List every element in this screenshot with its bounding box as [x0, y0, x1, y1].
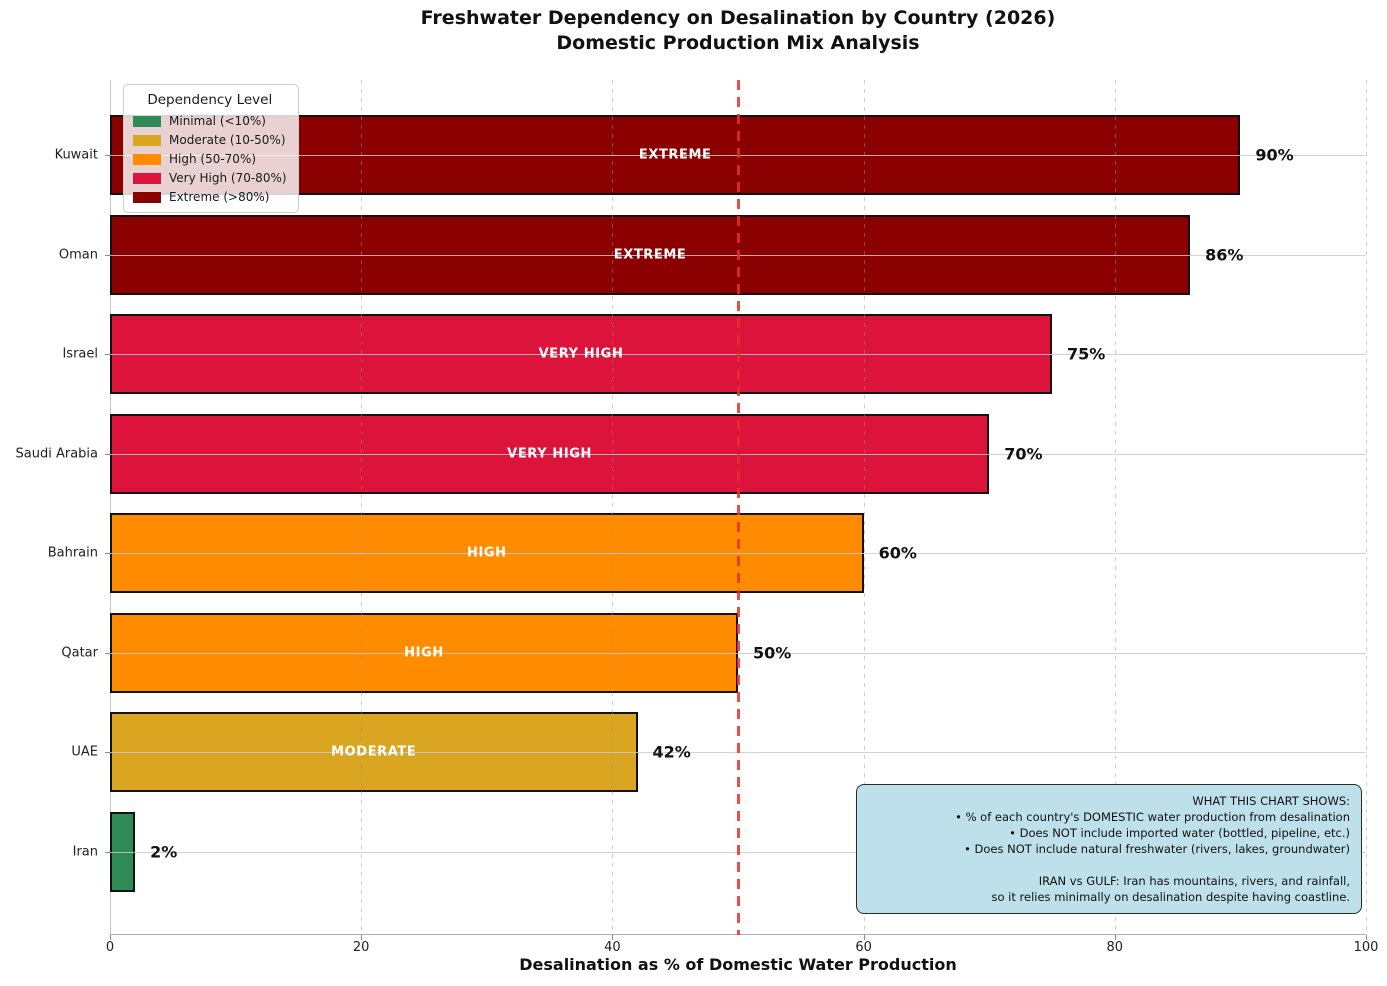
- bar-category-label: HIGH: [404, 645, 444, 660]
- bar-category-label: EXTREME: [638, 147, 712, 163]
- plot-area: Dependency Level Minimal (<10%) Moderate …: [16, 80, 1378, 955]
- y-tick-label: Oman: [58, 247, 98, 262]
- x-tick-label: 100: [1353, 940, 1379, 955]
- legend-item-label: Moderate (10-50%): [169, 133, 286, 147]
- info-box-line: • Does NOT include imported water (bottl…: [1009, 826, 1350, 840]
- info-box-line: • Does NOT include natural freshwater (r…: [964, 842, 1350, 856]
- info-box-line: IRAN vs GULF: Iran has mountains, rivers…: [1038, 874, 1350, 888]
- legend-item: Extreme (>80%): [133, 190, 287, 204]
- y-tick-label: Qatar: [61, 645, 98, 660]
- legend: Dependency Level Minimal (<10%) Moderate …: [123, 84, 299, 213]
- x-tick-mark: [1114, 935, 1116, 940]
- bar-category-label: VERY HIGH: [538, 346, 624, 362]
- y-tick-mark: [105, 254, 110, 256]
- y-tick-mark: [105, 553, 110, 554]
- y-tick-label: Israel: [62, 346, 98, 362]
- legend-item: High (50-70%): [133, 152, 287, 166]
- x-tick-mark: [110, 935, 111, 940]
- x-tick-mark: [612, 935, 614, 940]
- x-tick-label: 40: [604, 940, 621, 955]
- bar-value-label: 42%: [652, 742, 691, 762]
- chart-title: Freshwater Dependency on Desalination by…: [110, 6, 1366, 56]
- y-tick-mark: [105, 752, 110, 753]
- bar-value-label: 75%: [1067, 344, 1106, 364]
- legend-item-label: Extreme (>80%): [169, 190, 270, 204]
- legend-swatch: [133, 153, 161, 165]
- bar-category-label: MODERATE: [331, 744, 417, 760]
- legend-item: Minimal (<10%): [133, 114, 287, 128]
- y-tick-label: Iran: [72, 844, 98, 859]
- x-tick-label: 60: [855, 940, 872, 955]
- y-tick-mark: [105, 851, 110, 853]
- x-tick-label: 20: [352, 940, 370, 955]
- x-tick-label: 0: [105, 940, 115, 955]
- legend-swatch: [133, 172, 161, 184]
- y-tick-mark: [105, 652, 110, 654]
- y-axis-spine: [110, 80, 111, 935]
- x-gridline: [1366, 80, 1367, 935]
- info-box-line: so it relies minimally on desalination d…: [991, 890, 1351, 904]
- x-tick-mark: [1366, 935, 1367, 940]
- info-box-line: WHAT THIS CHART SHOWS:: [1192, 794, 1350, 808]
- reference-line-50pct: [736, 80, 740, 935]
- chart-title-line2: Domestic Production Mix Analysis: [556, 32, 920, 54]
- x-gridline: [361, 80, 363, 935]
- y-tick-label: Bahrain: [47, 545, 98, 561]
- bar-category-label: HIGH: [466, 545, 507, 561]
- bar-category-label: VERY HIGH: [507, 446, 593, 461]
- legend-item-label: Minimal (<10%): [169, 114, 266, 128]
- legend-swatch: [133, 191, 161, 203]
- y-tick-label: UAE: [71, 744, 98, 760]
- legend-items: Minimal (<10%) Moderate (10-50%) High (50-…: [133, 114, 287, 204]
- bar-category-label: EXTREME: [613, 247, 687, 262]
- legend-item: Very High (70-80%): [133, 171, 287, 185]
- x-gridline: [1114, 80, 1116, 935]
- x-tick-mark: [863, 935, 865, 940]
- y-tick-mark: [105, 453, 110, 455]
- info-box-line: • % of each country's DOMESTIC water pro…: [955, 810, 1350, 824]
- bar-value-label: 50%: [753, 643, 792, 662]
- info-box-line: [868, 857, 1350, 873]
- bar-value-label: 90%: [1255, 145, 1294, 165]
- y-tick-label: Saudi Arabia: [15, 446, 99, 461]
- x-tick-mark: [361, 935, 363, 940]
- y-tick-label: Kuwait: [54, 147, 98, 163]
- bar-value-label: 86%: [1205, 245, 1244, 264]
- x-gridline: [612, 80, 614, 935]
- legend-title: Dependency Level: [147, 92, 273, 108]
- legend-item: Moderate (10-50%): [133, 133, 287, 147]
- chart-title-line1: Freshwater Dependency on Desalination by…: [420, 7, 1056, 29]
- y-tick-mark: [105, 354, 110, 355]
- legend-item-label: Very High (70-80%): [169, 171, 287, 185]
- bar-value-label: 60%: [878, 543, 917, 563]
- legend-swatch: [133, 115, 161, 127]
- legend-swatch: [133, 134, 161, 146]
- y-tick-mark: [105, 155, 110, 156]
- info-box: WHAT THIS CHART SHOWS: • % of each countr…: [856, 784, 1362, 914]
- bar-value-label: 2%: [150, 842, 178, 861]
- x-gridline: [863, 80, 865, 935]
- x-axis-label: Desalination as % of Domestic Water Prod…: [519, 955, 957, 974]
- bar-value-label: 70%: [1004, 444, 1043, 463]
- legend-item-label: High (50-70%): [169, 152, 257, 166]
- x-tick-label: 80: [1106, 940, 1124, 955]
